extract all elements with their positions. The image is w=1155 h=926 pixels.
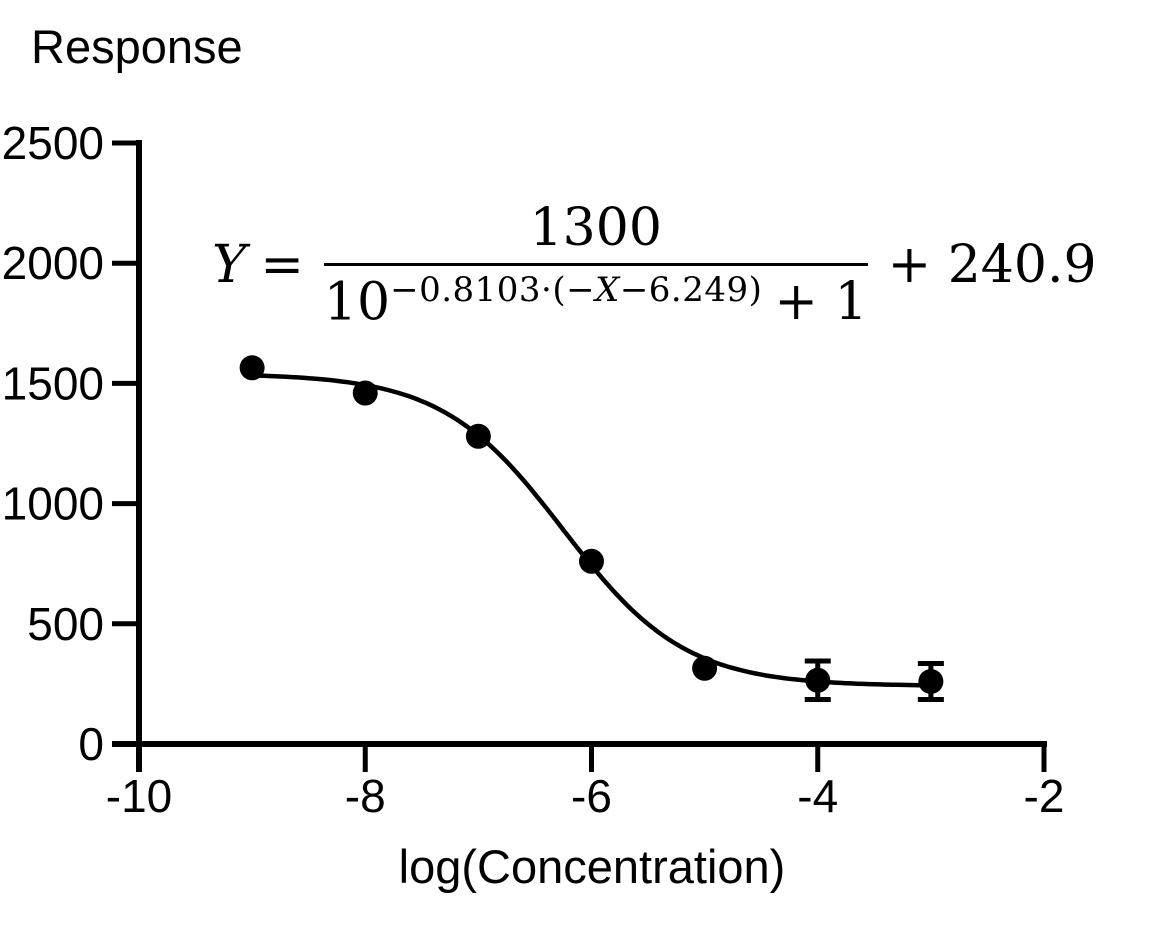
equation-numerator: 1300 xyxy=(323,202,868,266)
data-point xyxy=(465,423,491,449)
fit-curve xyxy=(252,373,931,688)
y-tick-label: 1500 xyxy=(2,357,104,409)
x-tick-label: -10 xyxy=(106,770,172,822)
y-axis-title: Response xyxy=(31,20,243,73)
y-tick-label: 1000 xyxy=(2,478,104,530)
y-tick-label: 2000 xyxy=(2,237,104,289)
x-tick-label: -2 xyxy=(1024,770,1065,822)
y-tick-label: 2500 xyxy=(2,117,104,169)
x-axis-label: log(Concentration) xyxy=(398,840,786,893)
data-point xyxy=(805,667,831,693)
equation-exponent-post: −6.249) xyxy=(619,270,763,310)
data-point xyxy=(692,655,718,681)
data-point xyxy=(918,668,944,694)
equation-equals-sign: = xyxy=(260,235,304,296)
equation-exponent: −0.8103·(−X−6.249) xyxy=(390,270,762,310)
x-tick-label: -6 xyxy=(571,770,612,822)
fit-equation: Y = 1300 10−0.8103·(−X−6.249) + 1 + 240.9 xyxy=(212,202,1097,328)
equation-fraction: 1300 10−0.8103·(−X−6.249) + 1 xyxy=(323,202,868,328)
equation-exponent-variable: X xyxy=(595,270,620,310)
equation-baseline-term: + 240.9 xyxy=(887,235,1097,296)
data-point xyxy=(579,548,604,574)
x-tick-label: -4 xyxy=(797,770,838,822)
equation-exponent-pre: −0.8103·(− xyxy=(390,270,596,310)
y-tick-label: 0 xyxy=(78,718,104,770)
equation-denominator-plus-one: + 1 xyxy=(774,272,868,333)
data-point xyxy=(352,380,378,406)
equation-denominator: 10−0.8103·(−X−6.249) + 1 xyxy=(324,266,868,328)
x-tick-label: -8 xyxy=(345,770,386,822)
y-tick-label: 500 xyxy=(27,598,104,650)
equation-lhs: Y xyxy=(212,235,247,296)
equation-denominator-base: 10 xyxy=(323,272,391,333)
data-point xyxy=(239,355,265,381)
